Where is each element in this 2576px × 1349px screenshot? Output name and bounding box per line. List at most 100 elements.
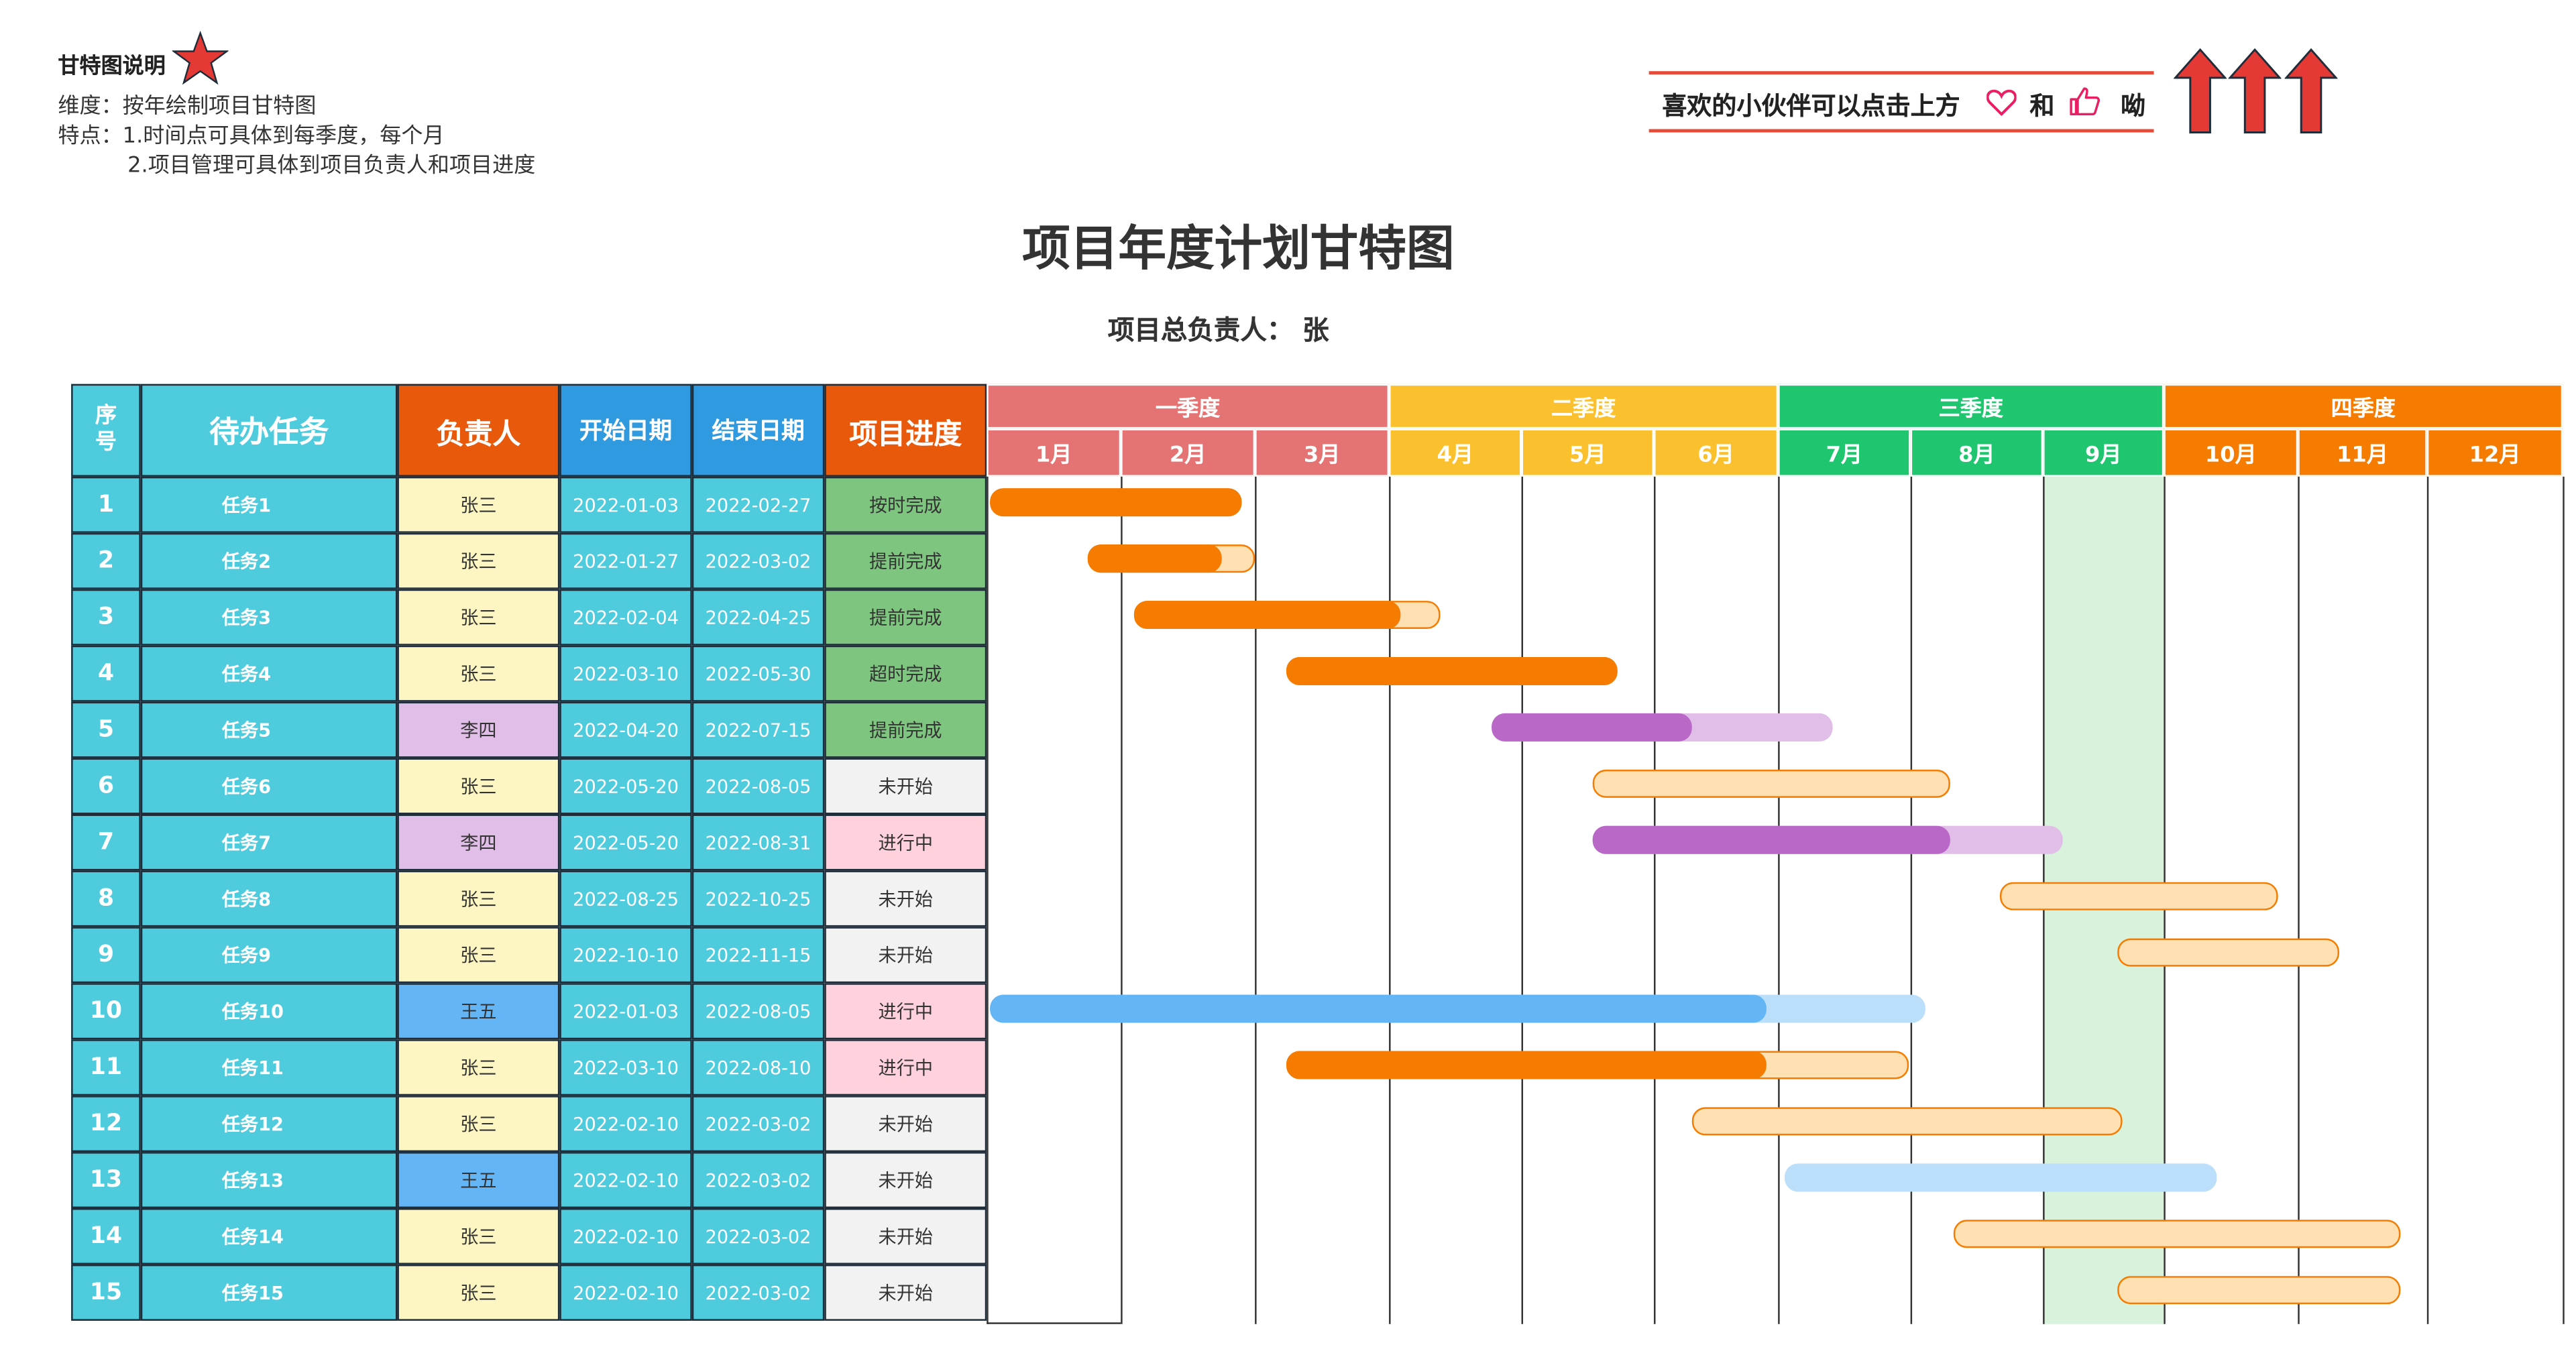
gantt-bar-progress: [1087, 544, 1222, 573]
row-index: 15: [71, 1264, 141, 1321]
row-end-date: 2022-03-02: [691, 1096, 825, 1153]
row-task-name: 任务1: [140, 476, 398, 533]
gantt-bar-progress: [1134, 601, 1401, 630]
gantt-bar: [1954, 1220, 2400, 1248]
row-start-date: 2022-03-10: [559, 645, 692, 702]
banner-end: 呦: [2121, 91, 2146, 121]
row-owner: 王五: [397, 983, 560, 1040]
row-task-name: 任务10: [140, 983, 398, 1040]
month-header: 7月: [1778, 428, 1911, 477]
row-task-name: 任务6: [140, 758, 398, 815]
thumbs-up-icon[interactable]: [2068, 86, 2101, 116]
banner-text: 喜欢的小伙伴可以点击上方: [1662, 91, 1960, 121]
row-index: 6: [71, 758, 141, 815]
row-index: 11: [71, 1039, 141, 1096]
row-status: 提前完成: [824, 701, 987, 758]
row-index: 10: [71, 983, 141, 1040]
month-header: 9月: [2043, 428, 2164, 477]
row-task-name: 任务2: [140, 532, 398, 589]
grid-line: [1389, 476, 1391, 1324]
row-end-date: 2022-08-31: [691, 814, 825, 871]
row-start-date: 2022-05-20: [559, 758, 692, 815]
row-index: 1: [71, 476, 141, 533]
row-owner: 张三: [397, 927, 560, 984]
row-start-date: 2022-02-10: [559, 1152, 692, 1209]
row-start-date: 2022-02-10: [559, 1208, 692, 1265]
row-task-name: 任务15: [140, 1264, 398, 1321]
row-owner: 张三: [397, 645, 560, 702]
row-owner: 王五: [397, 1152, 560, 1209]
grid-line: [2563, 476, 2565, 1324]
gantt-bar: [1691, 1107, 2123, 1136]
header-task: 待办任务: [140, 384, 398, 477]
month-header: 6月: [1654, 428, 1779, 477]
row-end-date: 2022-08-05: [691, 758, 825, 815]
row-start-date: 2022-01-03: [559, 983, 692, 1040]
grid-line: [1255, 476, 1257, 1324]
row-task-name: 任务13: [140, 1152, 398, 1209]
gantt-bar: [1785, 1163, 2217, 1192]
row-task-name: 任务9: [140, 927, 398, 984]
chart-subtitle: 项目总负责人： 张: [1107, 314, 1329, 346]
row-owner: 张三: [397, 1208, 560, 1265]
gantt-bar-progress: [1491, 713, 1693, 742]
header-end-date: 结束日期: [691, 384, 825, 477]
row-index: 13: [71, 1152, 141, 1209]
month-header: 11月: [2298, 428, 2427, 477]
gantt-bar: [2117, 1276, 2400, 1305]
header-progress: 项目进度: [824, 384, 987, 477]
quarter-header: 三季度: [1778, 384, 2164, 429]
grid-line: [1521, 476, 1524, 1324]
row-end-date: 2022-02-27: [691, 476, 825, 533]
up-arrow-icon: [2284, 48, 2338, 133]
row-status: 未开始: [824, 1152, 987, 1209]
heart-icon[interactable]: [1986, 89, 2017, 116]
row-index: 8: [71, 870, 141, 927]
row-owner: 李四: [397, 814, 560, 871]
grid-line: [1654, 476, 1656, 1324]
row-start-date: 2022-01-27: [559, 532, 692, 589]
quarter-header: 二季度: [1389, 384, 1779, 429]
row-end-date: 2022-07-15: [691, 701, 825, 758]
grid-line: [2298, 476, 2300, 1324]
row-status: 未开始: [824, 870, 987, 927]
row-owner: 张三: [397, 870, 560, 927]
note-line-2: 特点：1.时间点可具体到每季度，每个月: [58, 124, 445, 150]
grid-line: [987, 476, 989, 1324]
row-status: 提前完成: [824, 589, 987, 646]
note-line-3: 2.项目管理可具体到项目负责人和项目进度: [127, 154, 536, 179]
row-index: 2: [71, 532, 141, 589]
row-index: 9: [71, 927, 141, 984]
row-start-date: 2022-10-10: [559, 927, 692, 984]
gantt-bar-progress: [1593, 825, 1951, 854]
row-task-name: 任务7: [140, 814, 398, 871]
month-header: 1月: [987, 428, 1121, 477]
row-start-date: 2022-02-10: [559, 1096, 692, 1153]
row-end-date: 2022-04-25: [691, 589, 825, 646]
grid-line: [2426, 476, 2429, 1324]
row-task-name: 任务3: [140, 589, 398, 646]
row-status: 超时完成: [824, 645, 987, 702]
row-index: 7: [71, 814, 141, 871]
row-start-date: 2022-04-20: [559, 701, 692, 758]
quarter-header: 一季度: [987, 384, 1390, 429]
row-owner: 张三: [397, 1039, 560, 1096]
like-banner: 喜欢的小伙伴可以点击上方 和 呦: [1648, 71, 2154, 133]
quarter-header: 四季度: [2164, 384, 2563, 429]
header-start-date: 开始日期: [559, 384, 692, 477]
row-status: 进行中: [824, 814, 987, 871]
row-end-date: 2022-08-10: [691, 1039, 825, 1096]
row-end-date: 2022-03-02: [691, 1208, 825, 1265]
row-task-name: 任务4: [140, 645, 398, 702]
banner-bottom-line: [1648, 129, 2154, 133]
banner-and: 和: [2029, 91, 2055, 121]
header-index: 序号: [71, 384, 141, 477]
row-task-name: 任务11: [140, 1039, 398, 1096]
grid-line: [1910, 476, 1913, 1324]
row-end-date: 2022-03-02: [691, 1264, 825, 1321]
row-index: 12: [71, 1096, 141, 1153]
row-owner: 张三: [397, 476, 560, 533]
row-owner: 张三: [397, 1264, 560, 1321]
month-header: 4月: [1389, 428, 1522, 477]
